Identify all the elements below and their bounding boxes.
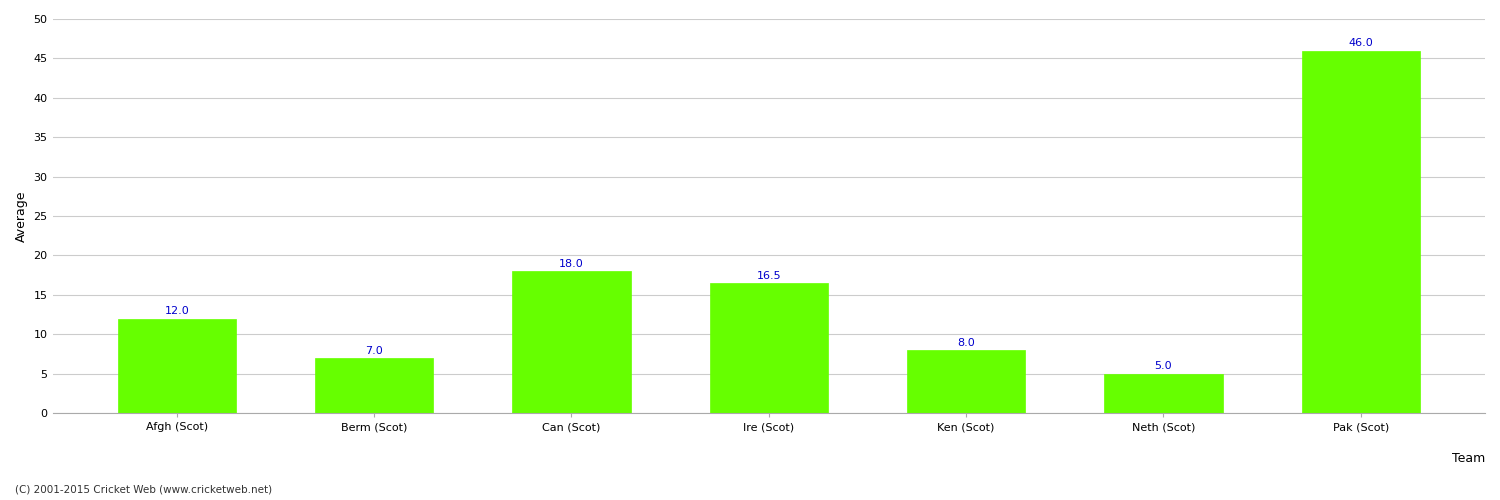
Text: 7.0: 7.0 — [366, 346, 382, 356]
Bar — [1104, 374, 1222, 413]
Text: 46.0: 46.0 — [1348, 38, 1372, 48]
Text: 8.0: 8.0 — [957, 338, 975, 347]
Bar — [710, 283, 828, 413]
Bar — [513, 271, 630, 413]
Text: 18.0: 18.0 — [560, 259, 584, 269]
Text: 12.0: 12.0 — [165, 306, 189, 316]
Bar — [908, 350, 1026, 413]
Y-axis label: Average: Average — [15, 190, 28, 242]
Text: 5.0: 5.0 — [1155, 362, 1172, 372]
Bar — [315, 358, 434, 413]
Bar — [117, 318, 236, 413]
Text: Team: Team — [1452, 452, 1485, 465]
Text: (C) 2001-2015 Cricket Web (www.cricketweb.net): (C) 2001-2015 Cricket Web (www.cricketwe… — [15, 485, 272, 495]
Bar — [1302, 50, 1420, 413]
Text: 16.5: 16.5 — [756, 270, 782, 280]
